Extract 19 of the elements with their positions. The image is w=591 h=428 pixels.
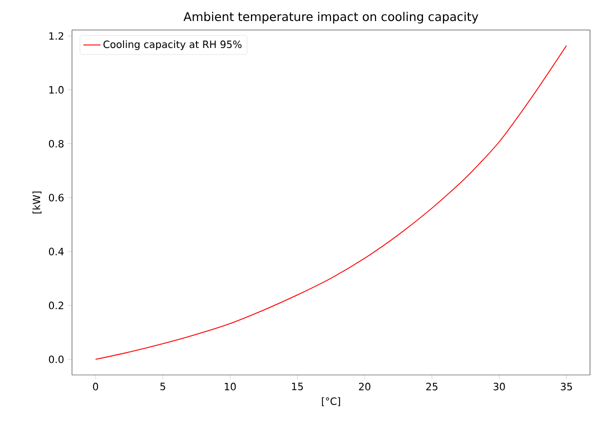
y-tick-label: 0.6 — [48, 194, 64, 202]
y-tick-label: 0.0 — [48, 356, 64, 364]
y-axis-title: [kW] — [32, 192, 42, 214]
x-tick-label: 0 — [93, 382, 98, 390]
y-tick-label: 0.8 — [48, 140, 64, 148]
chart-title: Ambient temperature impact on cooling capacity — [184, 12, 478, 24]
y-tick-label: 0.4 — [48, 248, 64, 256]
x-tick-label: 30 — [494, 382, 505, 390]
x-tick-label: 10 — [224, 382, 236, 390]
x-tick-label: 15 — [292, 382, 303, 390]
y-tick-label: 1.2 — [49, 32, 64, 40]
x-axis-title: [°C] — [322, 397, 340, 406]
x-tick-label: 5 — [160, 382, 166, 390]
x-tick-label: 25 — [426, 382, 438, 390]
legend-label: Cooling capacity at RH 95% — [104, 40, 242, 50]
x-tick-label: 20 — [359, 382, 370, 390]
y-tick-label: 0.2 — [48, 302, 64, 310]
y-tick-label: 1.0 — [49, 86, 64, 94]
x-tick-label: 35 — [560, 382, 572, 390]
